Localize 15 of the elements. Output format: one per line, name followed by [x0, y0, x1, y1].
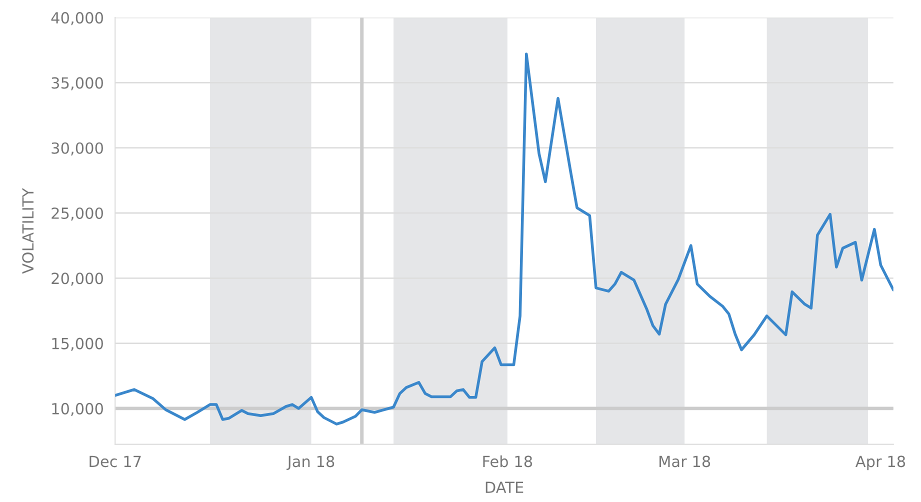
line-series [115, 52, 894, 426]
y-tick-label: 40,000 [51, 12, 103, 26]
y-tick-label: 35,000 [52, 77, 103, 90]
y-tick-label: 25,000 [52, 207, 103, 221]
y-tick-label: 30,000 [52, 142, 103, 156]
x-tick-label: Feb 18 [483, 455, 532, 468]
x-tick-label: Dec 17 [90, 456, 141, 468]
y-axis-title: VOLATILITY [22, 188, 34, 274]
x-tick-label: Apr 18 [855, 456, 906, 470]
x-tick-label: Mar 18 [660, 456, 710, 468]
x-tick-label: Jan 18 [286, 456, 334, 470]
y-tick-label: 10,000 [52, 402, 103, 416]
y-tick-label: 20,000 [52, 272, 103, 286]
y-tick-label: 15,000 [52, 338, 103, 351]
x-axis-title: DATE [486, 482, 524, 493]
